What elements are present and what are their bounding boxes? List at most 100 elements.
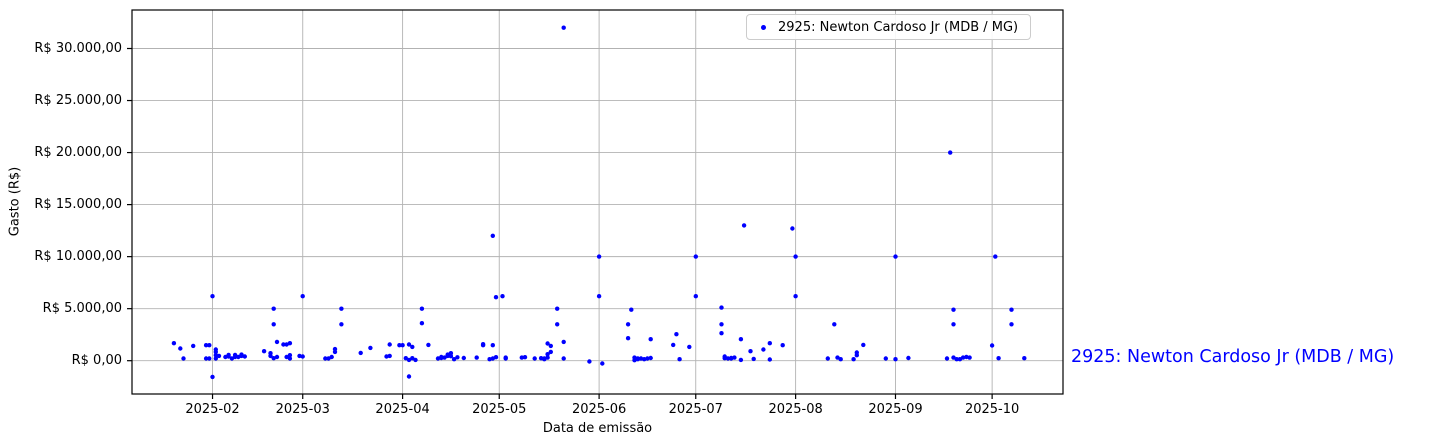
data-point (761, 347, 766, 352)
data-point (854, 353, 859, 358)
data-point (780, 343, 785, 348)
data-point (207, 356, 212, 361)
data-point (741, 223, 747, 228)
data-point (435, 356, 441, 361)
data-point (493, 295, 499, 300)
data-point (281, 342, 286, 347)
data-point (719, 322, 724, 327)
data-point (625, 322, 631, 327)
data-point (989, 343, 995, 348)
data-point (732, 355, 737, 360)
data-point (461, 355, 466, 361)
data-point (203, 343, 209, 348)
data-point (893, 254, 898, 259)
data-point (426, 342, 431, 348)
data-point (542, 357, 547, 362)
data-point (203, 356, 209, 361)
data-point (445, 353, 450, 359)
data-point (545, 352, 550, 357)
data-point (632, 358, 637, 363)
data-point (1022, 356, 1027, 361)
data-point (451, 357, 457, 362)
data-point (232, 352, 238, 358)
data-point (861, 342, 866, 348)
data-point (722, 356, 727, 361)
y-tick-label: R$ 15.000,00 (34, 196, 122, 212)
data-point (548, 349, 553, 355)
y-tick-label: R$ 5.000,00 (42, 300, 122, 316)
data-point (274, 354, 280, 360)
data-point (587, 359, 592, 364)
data-point (400, 343, 405, 348)
data-point (906, 355, 911, 361)
data-point (191, 343, 196, 349)
data-point (596, 294, 602, 299)
data-point (287, 341, 293, 346)
data-point (323, 356, 328, 361)
x-axis-title: Data de emissão (542, 421, 653, 436)
data-point (522, 355, 528, 360)
data-point (181, 356, 186, 361)
data-point (519, 355, 524, 360)
data-point (825, 356, 830, 361)
data-point (406, 342, 412, 347)
data-point (410, 344, 415, 350)
data-point (960, 355, 966, 360)
data-point (767, 341, 772, 346)
data-point (555, 306, 560, 311)
data-point (268, 353, 273, 359)
data-point (397, 343, 402, 348)
data-point (738, 357, 744, 363)
data-point (213, 356, 218, 361)
data-point (287, 356, 293, 361)
data-point (284, 342, 289, 347)
x-tick-label: 2025-10 (964, 402, 1020, 417)
data-point (480, 343, 486, 348)
data-point (893, 357, 898, 362)
data-point (413, 357, 418, 363)
x-tick-label: 2025-06 (571, 402, 627, 417)
data-point (493, 355, 499, 360)
data-point (439, 355, 444, 361)
data-point (674, 332, 679, 337)
data-point (767, 357, 772, 362)
data-point (339, 306, 344, 311)
data-point (944, 356, 950, 361)
data-point (561, 356, 566, 361)
data-point (207, 343, 212, 348)
data-point (490, 343, 495, 348)
data-point (332, 349, 338, 355)
data-point (832, 322, 837, 327)
x-tick-label: 2025-04 (375, 402, 430, 417)
x-tick-label: 2025-09 (868, 402, 923, 417)
data-point (693, 254, 698, 259)
data-point (748, 349, 753, 354)
data-point (954, 357, 959, 362)
data-point (561, 339, 566, 345)
data-point (1009, 307, 1014, 312)
x-tick-label: 2025-03 (275, 402, 330, 417)
x-tick-label: 2025-07 (668, 402, 723, 417)
y-axis-title: Gasto (R$) (7, 166, 23, 237)
data-point (261, 349, 267, 354)
data-point (751, 356, 756, 362)
data-point (242, 354, 247, 359)
data-point (693, 294, 698, 299)
data-point (625, 336, 631, 341)
data-point (948, 150, 953, 155)
data-point (387, 342, 392, 347)
data-point (687, 344, 692, 350)
data-point (532, 356, 537, 361)
legend-marker-dot (761, 24, 766, 30)
data-point (883, 356, 888, 361)
data-point (419, 321, 425, 326)
data-point (1009, 322, 1014, 327)
scatter-series (171, 25, 1027, 380)
series-label-annotation: 2925: Newton Cardoso Jr (MDB / MG) (1071, 347, 1395, 367)
data-point (993, 254, 998, 259)
data-point (548, 343, 553, 349)
data-point (719, 331, 724, 336)
data-point (329, 354, 334, 360)
y-tick-label: R$ 25.000,00 (34, 92, 122, 108)
legend-series-label: 2925: Newton Cardoso Jr (MDB / MG) (778, 19, 1019, 35)
